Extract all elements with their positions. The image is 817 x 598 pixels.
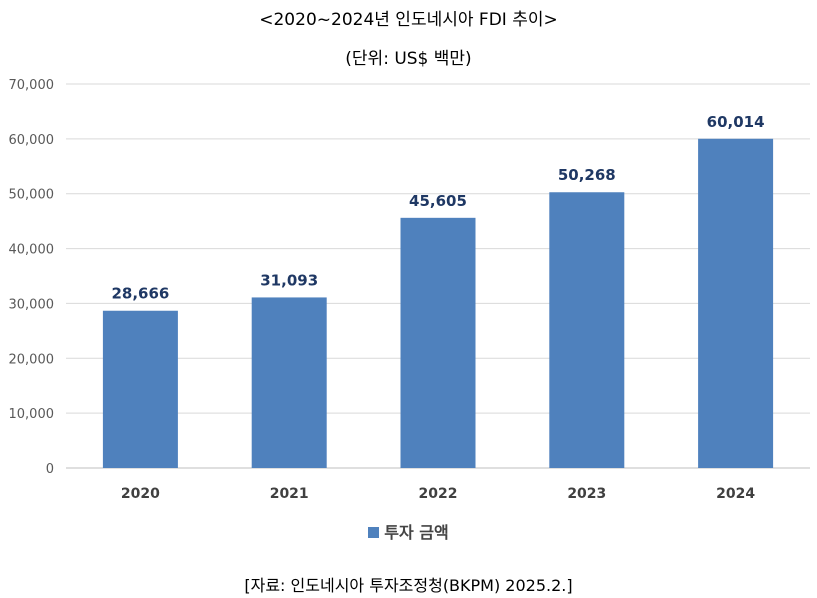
data-label: 45,605 xyxy=(409,192,467,210)
bar xyxy=(549,192,625,468)
x-tick-label: 2022 xyxy=(419,486,458,502)
y-tick-label: 70,000 xyxy=(9,78,55,93)
x-tick-label: 2020 xyxy=(121,486,160,502)
chart-title: <2020~2024년 인도네시아 FDI 추이> xyxy=(259,10,558,30)
bar xyxy=(400,217,476,468)
legend-label: 투자 금액 xyxy=(384,523,449,542)
legend-swatch xyxy=(368,527,380,538)
y-tick-label: 10,000 xyxy=(9,407,55,422)
bar xyxy=(102,310,178,468)
chart-subtitle: (단위: US$ 백만) xyxy=(345,49,472,69)
x-tick-label: 2021 xyxy=(270,486,309,502)
data-label: 60,014 xyxy=(707,113,765,131)
data-label: 50,268 xyxy=(558,166,616,184)
y-tick-label: 50,000 xyxy=(9,188,55,203)
y-tick-label: 40,000 xyxy=(9,243,55,258)
data-label: 28,666 xyxy=(111,285,169,303)
bar xyxy=(251,297,327,468)
y-tick-label: 30,000 xyxy=(9,297,55,312)
legend: 투자 금액 xyxy=(0,519,817,543)
x-tick-label: 2024 xyxy=(716,486,755,502)
bar xyxy=(698,138,774,469)
data-label: 31,093 xyxy=(260,271,318,289)
y-tick-label: 0 xyxy=(46,462,54,477)
source-note: [자료: 인도네시아 투자조정청(BKPM) 2025.2.] xyxy=(244,576,573,595)
y-tick-label: 60,000 xyxy=(9,133,55,148)
x-tick-label: 2023 xyxy=(567,486,606,502)
y-tick-label: 20,000 xyxy=(9,352,55,367)
